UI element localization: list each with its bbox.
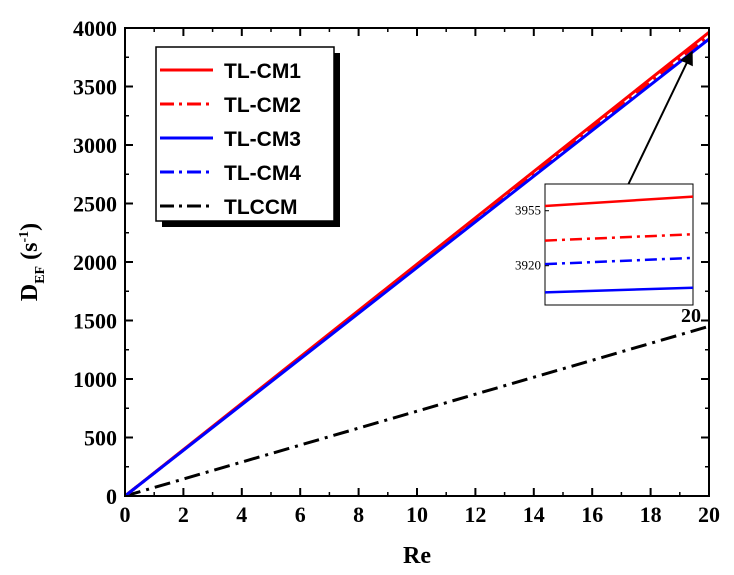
- inset-arrow: [627, 50, 693, 186]
- inset-line-tl-cm3: [544, 286, 694, 294]
- legend-label: TL-CM4: [224, 162, 301, 185]
- y-tick-label: 2000: [73, 250, 117, 275]
- inset-x-label: 20: [681, 305, 701, 327]
- x-tick-label: 6: [295, 502, 306, 527]
- y-tick-label: 3000: [73, 133, 117, 158]
- x-tick-label: 8: [353, 502, 364, 527]
- y-axis-title-main: D: [17, 284, 43, 301]
- x-tick-label: 10: [406, 502, 428, 527]
- x-tick-label: 20: [698, 502, 720, 527]
- inset-line-tl-cm1: [544, 195, 694, 208]
- x-tick-label: 16: [581, 502, 603, 527]
- y-tick-label: 4000: [73, 16, 117, 41]
- y-tick-label: 1000: [73, 367, 117, 392]
- y-tick-label: 0: [106, 484, 117, 509]
- x-tick-label: 2: [178, 502, 189, 527]
- x-tick-label: 18: [640, 502, 662, 527]
- x-axis-title: Re: [403, 543, 431, 569]
- legend-label: TL-CM1: [224, 60, 301, 83]
- legend-box: [155, 46, 335, 222]
- y-tick-labels: 0 500 1000 1500 2000 2500 3000 3500 4000: [73, 16, 117, 509]
- inset-y-tick-label: 3920: [515, 258, 541, 273]
- x-tick-labels: 0 2 4 6 8 10 12 14 16 18 20: [120, 502, 721, 527]
- x-tick-label: 14: [523, 502, 545, 527]
- series-line-tlccm: [125, 324, 709, 496]
- y-axis-title-unit-close: ): [17, 223, 43, 231]
- y-axis-title-unit: (s: [17, 243, 43, 266]
- y-tick-label: 1500: [73, 309, 117, 334]
- y-tick-label: 2500: [73, 192, 117, 217]
- y-tick-label: 500: [84, 426, 117, 451]
- x-tick-label: 4: [236, 502, 247, 527]
- x-tick-label: 0: [120, 502, 131, 527]
- plot-frame: [124, 27, 710, 497]
- y-axis-title: DEF (s-1): [17, 223, 48, 301]
- legend-label: TLCCM: [224, 196, 297, 219]
- inset-y-tick-label: 3955: [515, 203, 541, 218]
- x-tick-label: 12: [464, 502, 486, 527]
- series-group: [125, 31, 709, 496]
- y-axis-title-sub: EF: [33, 266, 48, 284]
- inset: 3955 3920 20: [515, 50, 701, 327]
- legend-label: TL-CM2: [224, 94, 301, 117]
- series-line-tl-cm3: [125, 37, 709, 496]
- y-tick-label: 3500: [73, 75, 117, 100]
- y-axis-title-unit-sup: -1: [17, 231, 32, 243]
- legend: TL-CM1 TL-CM2 TL-CM3 TL-CM4 TLCCM: [155, 46, 340, 227]
- legend-label: TL-CM3: [224, 128, 301, 151]
